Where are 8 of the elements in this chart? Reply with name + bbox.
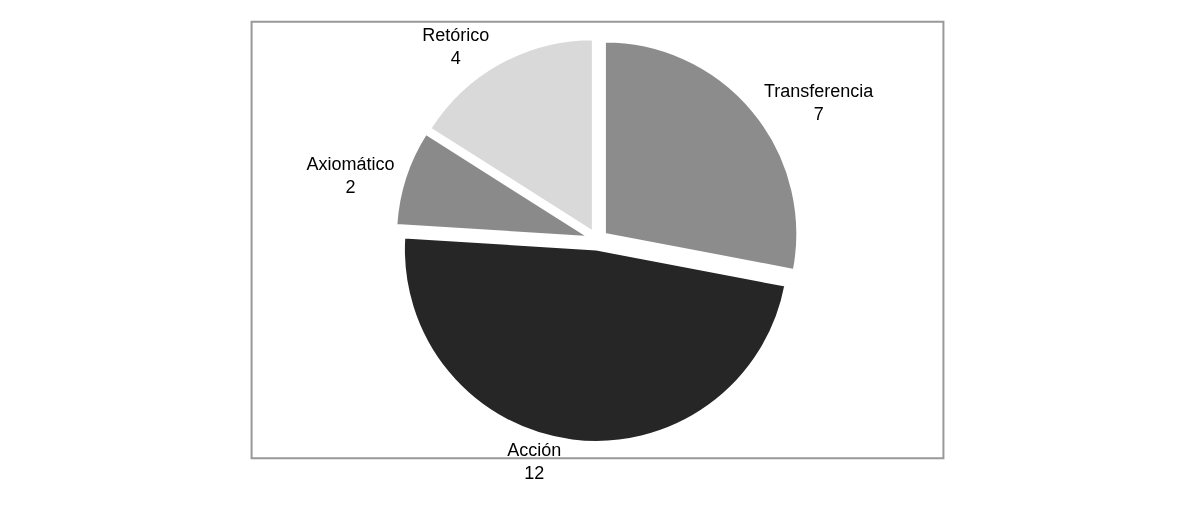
data-label: 7 <box>813 104 824 125</box>
data-label: 2 <box>345 177 356 198</box>
slice-label: Transferencia <box>763 80 875 101</box>
data-label: 4 <box>450 48 461 69</box>
slice-label: Acción <box>507 440 562 461</box>
slice-label: Retórico <box>422 24 490 45</box>
slice-label: Axiomático <box>306 153 395 174</box>
data-label: 12 <box>524 463 545 484</box>
